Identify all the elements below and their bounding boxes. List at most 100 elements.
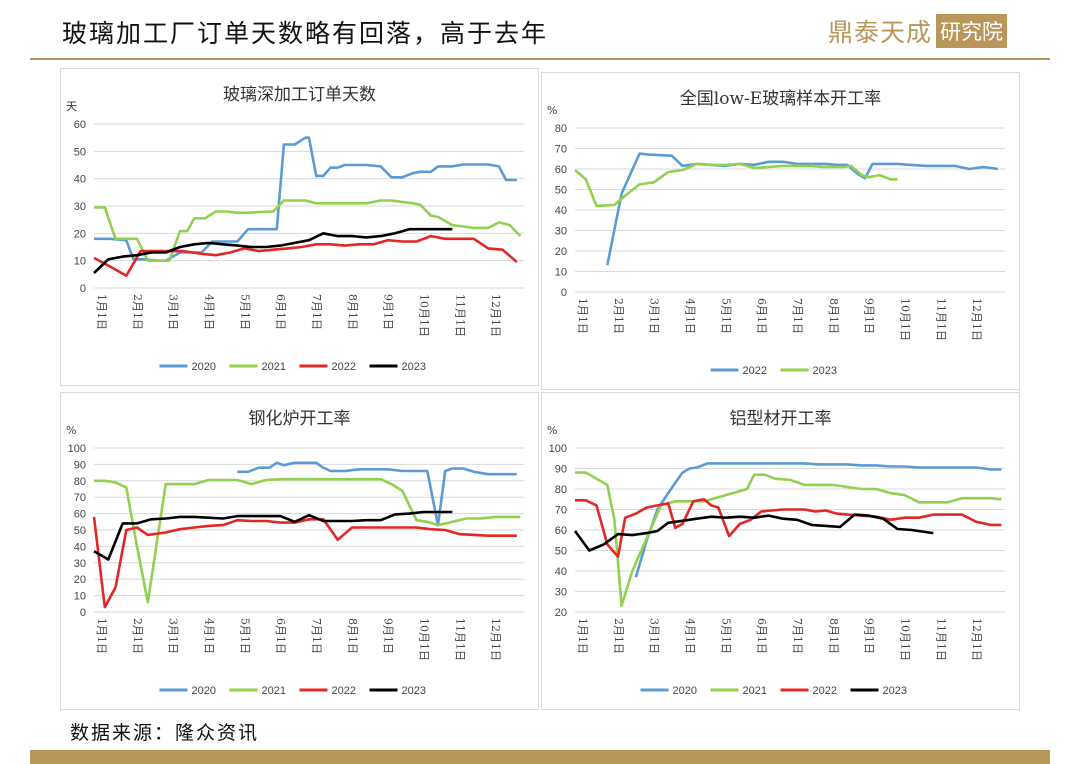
x-tick-label: 3月1日 (648, 298, 661, 334)
y-tick-label: 100 (549, 443, 567, 455)
x-tick-label: 5月1日 (719, 298, 732, 334)
y-unit-label: % (547, 104, 557, 117)
x-tick-label: 11月1日 (934, 618, 947, 661)
x-tick-label: 3月1日 (167, 294, 180, 330)
y-tick-label: 30 (74, 201, 86, 213)
x-tick-label: 4月1日 (684, 618, 697, 654)
series-line-2021 (94, 199, 522, 262)
y-tick-label: 0 (80, 283, 86, 295)
series-line-2021 (575, 471, 1002, 608)
y-tick-label: 40 (74, 174, 86, 186)
chart-svg: 铝型材开工率% 20 30 40 50 60 70 80 90 100 1月1日 2月1日 3月1日 4月… (541, 392, 1020, 710)
x-tick-label: 1月1日 (576, 298, 589, 334)
y-tick-label: 60 (74, 119, 86, 131)
y-tick-label: 50 (74, 525, 86, 537)
y-tick-label: 30 (555, 226, 567, 238)
y-tick-label: 60 (74, 509, 86, 521)
x-tick-label: 7月1日 (310, 294, 323, 330)
page-title: 玻璃加工厂订单天数略有回落，高于去年 (62, 19, 549, 48)
x-tick-label: 6月1日 (755, 298, 768, 334)
logo: 鼎泰天成 研究院 (828, 12, 1008, 50)
x-tick-label: 8月1日 (346, 294, 359, 330)
series-line-2023 (93, 510, 453, 561)
x-tick-label: 12月1日 (489, 618, 502, 661)
y-tick-label: 0 (561, 287, 567, 299)
y-unit-label: 天 (66, 100, 77, 113)
x-tick-label: 2月1日 (612, 618, 625, 654)
chart-svg: 钢化炉开工率% 0 10 20 30 40 50 60 70 80 90 100 1月1日 2月1日 3月1… (60, 392, 539, 710)
footer-bar (30, 750, 1050, 764)
y-tick-label: 50 (555, 185, 567, 197)
legend-label: 2022 (332, 685, 356, 697)
legend-label: 2023 (402, 361, 426, 373)
legend-label: 2020 (192, 361, 216, 373)
y-tick-label: 20 (555, 607, 567, 619)
legend-label: 2023 (813, 365, 837, 377)
legend-label: 2022 (332, 361, 356, 373)
x-tick-label: 9月1日 (382, 294, 395, 330)
x-tick-label: 8月1日 (827, 618, 840, 654)
series-line-2020 (634, 462, 1002, 578)
legend-label: 2020 (192, 685, 216, 697)
y-unit-label: % (547, 424, 557, 437)
x-tick-label: 7月1日 (791, 298, 804, 334)
y-tick-label: 20 (74, 574, 86, 586)
y-tick-label: 80 (74, 476, 86, 488)
header-rule (30, 58, 1050, 60)
y-tick-label: 40 (555, 205, 567, 217)
y-tick-label: 80 (555, 123, 567, 135)
y-tick-label: 100 (68, 443, 86, 455)
series-line-2021 (94, 477, 521, 604)
legend-label: 2021 (262, 361, 286, 373)
y-tick-label: 20 (555, 246, 567, 258)
series-line-2022 (606, 152, 998, 266)
chart-title: 全国low-E玻璃样本开工率 (680, 89, 881, 109)
chart-title: 玻璃深加工订单天数 (223, 85, 376, 105)
legend-label: 2020 (673, 685, 697, 697)
x-tick-label: 9月1日 (382, 618, 395, 654)
legend-label: 2021 (743, 685, 767, 697)
x-tick-label: 5月1日 (719, 618, 732, 654)
y-tick-label: 10 (555, 267, 567, 279)
y-unit-label: % (66, 424, 76, 437)
logo-text: 鼎泰天成 (828, 18, 933, 47)
x-tick-label: 10月1日 (418, 618, 431, 661)
legend-label: 2021 (262, 685, 286, 697)
x-tick-label: 7月1日 (310, 618, 323, 654)
legend-label: 2022 (743, 365, 767, 377)
x-tick-label: 3月1日 (648, 618, 661, 654)
series-line-2020 (94, 136, 517, 262)
x-tick-label: 10月1日 (899, 618, 912, 661)
chart-lowe-operating-rate: 全国low-E玻璃样本开工率% 0 10 20 30 40 50 60 70 80 1月1日 2月1日… (541, 72, 1020, 390)
legend-label: 2022 (813, 685, 837, 697)
chart-tempering-furnace-rate: 钢化炉开工率% 0 10 20 30 40 50 60 70 80 90 100 1月1日 2月1日 3月1… (60, 392, 539, 710)
y-tick-label: 70 (555, 505, 567, 517)
chart-frame (60, 392, 539, 710)
data-source: 数据来源：隆众资讯 (70, 722, 260, 744)
x-tick-label: 2月1日 (131, 618, 144, 654)
x-tick-label: 6月1日 (274, 294, 287, 330)
x-tick-label: 11月1日 (934, 298, 947, 341)
y-tick-label: 20 (74, 228, 86, 240)
x-tick-label: 12月1日 (489, 294, 502, 337)
y-tick-label: 10 (74, 256, 86, 268)
x-tick-label: 3月1日 (167, 618, 180, 654)
y-tick-label: 90 (74, 459, 86, 471)
y-tick-label: 40 (555, 566, 567, 578)
logo-box: 研究院 (936, 14, 1008, 48)
series-line-2023 (573, 513, 934, 552)
x-tick-label: 12月1日 (970, 298, 983, 341)
series-line-2022 (92, 516, 517, 609)
series-line-2022 (93, 234, 518, 277)
x-tick-label: 4月1日 (203, 294, 216, 330)
legend-label: 2023 (883, 685, 907, 697)
legend-label: 2023 (402, 685, 426, 697)
y-tick-label: 60 (555, 525, 567, 537)
x-tick-label: 6月1日 (274, 618, 287, 654)
series-line-2023 (93, 227, 453, 274)
y-tick-label: 60 (555, 164, 567, 176)
x-tick-label: 10月1日 (899, 298, 912, 341)
y-tick-label: 10 (74, 591, 86, 603)
y-tick-label: 80 (555, 484, 567, 496)
x-tick-label: 5月1日 (238, 294, 251, 330)
